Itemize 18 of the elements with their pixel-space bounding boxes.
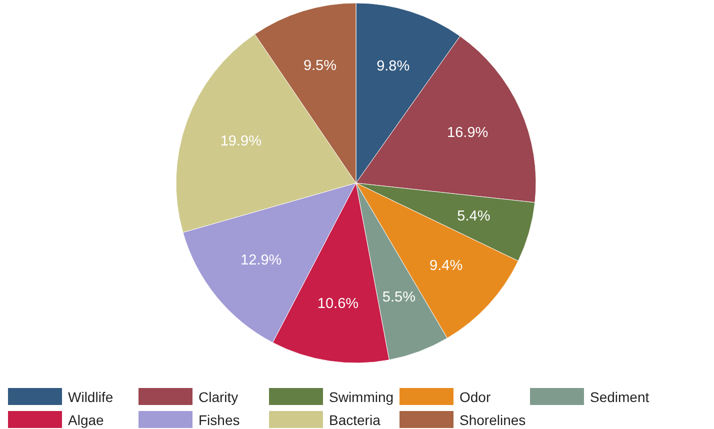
legend-label: Wildlife [68,389,114,405]
data-label: 9.4% [430,258,463,274]
data-label: 12.9% [240,252,282,268]
legend-label: Algae [68,412,104,428]
data-label: 19.9% [220,133,262,150]
legend-label: Swimming [329,389,394,405]
data-label: 10.6% [317,296,359,312]
legend-label: Shorelines [460,412,526,428]
data-label: 9.5% [303,58,337,74]
legend-label: Clarity [198,389,238,405]
legend-label: Fishes [198,412,240,428]
data-label: 5.4% [457,208,490,225]
data-label: 9.8% [376,58,410,74]
legend-label: Odor [460,389,491,405]
legend-label: Bacteria [329,412,381,428]
data-label: 5.5% [382,290,416,306]
data-label: 16.9% [447,124,488,141]
legend-label: Sediment [590,389,650,405]
